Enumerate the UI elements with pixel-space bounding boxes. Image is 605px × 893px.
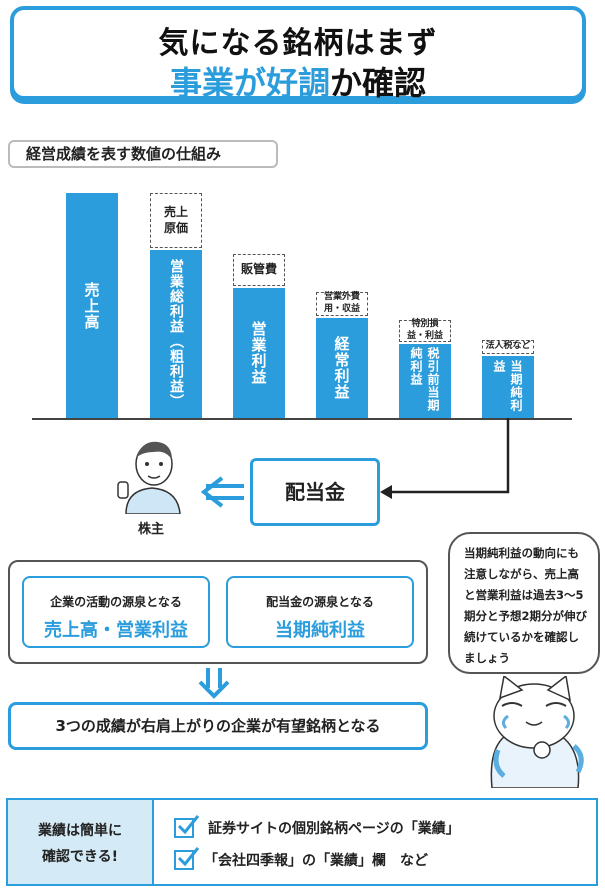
shareholder-avatar: [112, 434, 192, 515]
special-text: 特別損益・利益: [406, 319, 443, 341]
section-label: 経営成績を表す数値の仕組み: [8, 140, 278, 168]
baseline: [32, 418, 572, 420]
source-card-net: 配当金の源泉となる 当期純利益: [226, 576, 414, 648]
cat-icon: [490, 674, 584, 789]
footer-item: 「会社四季報」の「業績」欄 など: [204, 853, 428, 869]
source-card-sales: 企業の活動の源泉となる 売上高・営業利益: [22, 576, 210, 648]
source-caption: 配当金の源泉となる: [266, 595, 374, 609]
cat-mascot: [478, 674, 596, 789]
title-line1: 気になる銘柄はまず: [158, 26, 438, 61]
bar-cost-label: 売上原価: [150, 193, 202, 248]
footer-item: 証券サイトの個別銘柄ページの「業績」: [208, 821, 460, 837]
net-profit-to-dividend-arrow: [388, 418, 510, 494]
source-value: 売上高・営業利益: [44, 620, 188, 641]
bar-tax-label: 法人税など: [482, 340, 534, 354]
title-line2: 事業が好調か確認: [14, 58, 582, 104]
cost-of-sales-text: 売上原価: [163, 204, 188, 235]
result-box: 3つの成績が右肩上がりの企業が有望銘柄となる: [8, 702, 428, 750]
speech-bubble: 当期純利益の動向にも注意しながら、売上高と営業利益は過去3～5期分と予想2期分が…: [448, 532, 600, 674]
checkbox-icon: [174, 815, 200, 838]
double-arrow-left: [200, 476, 244, 508]
bar-ordinary-profit: 経常利益: [316, 318, 368, 418]
bar-net-profit-label: 当期純利益: [492, 360, 523, 412]
bar-gross-profit: 営業総利益（粗利益）: [150, 250, 202, 418]
dividend-box: 配当金: [250, 458, 380, 526]
bar-nonop-label: 営業外費用・収益: [316, 292, 368, 316]
bar-sga-label: 販管費: [233, 254, 285, 286]
source-caption: 企業の活動の源泉となる: [50, 595, 182, 609]
title-rest: か確認: [330, 64, 427, 102]
source-value: 当期純利益: [275, 620, 365, 641]
double-arrow-down: [198, 668, 230, 699]
arrow-head: [380, 485, 392, 499]
footer-title-line2: 確認できる!: [41, 849, 119, 865]
nonop-text: 営業外費用・収益: [323, 292, 360, 314]
bar-sales: 売上高: [66, 193, 118, 418]
bar-pretax-profit: 税引前当期純利益: [399, 344, 451, 418]
checkbox-icon: [174, 847, 200, 870]
bar-net-profit: 当期純利益: [482, 356, 534, 418]
shareholder-label: 株主: [138, 522, 165, 537]
bar-special-label: 特別損益・利益: [399, 319, 451, 342]
tax-text: 法人税など: [485, 341, 531, 352]
check-mark-icon: [177, 847, 200, 867]
check-mark-icon: [177, 815, 200, 835]
bar-operating-profit: 営業利益: [233, 288, 285, 418]
bar-gross-profit-label: 営業総利益（粗利益）: [168, 259, 184, 409]
title-box: 気になる銘柄はまず 事業が好調か確認: [10, 6, 586, 102]
footer-title: 業績は簡単に 確認できる!: [6, 798, 154, 886]
bar-operating-profit-label: 営業利益: [249, 321, 268, 385]
sga-text: 販管費: [240, 262, 277, 277]
footer-title-line1: 業績は簡単に: [38, 823, 122, 839]
title-highlight: 事業が好調: [169, 64, 330, 102]
bar-pretax-profit-label: 税引前当期純利益: [409, 347, 440, 412]
sources-frame: [8, 560, 428, 664]
shareholder-icon: [117, 441, 181, 515]
bar-sales-label: 売上高: [82, 281, 101, 330]
bar-ordinary-profit-label: 経常利益: [332, 336, 351, 400]
